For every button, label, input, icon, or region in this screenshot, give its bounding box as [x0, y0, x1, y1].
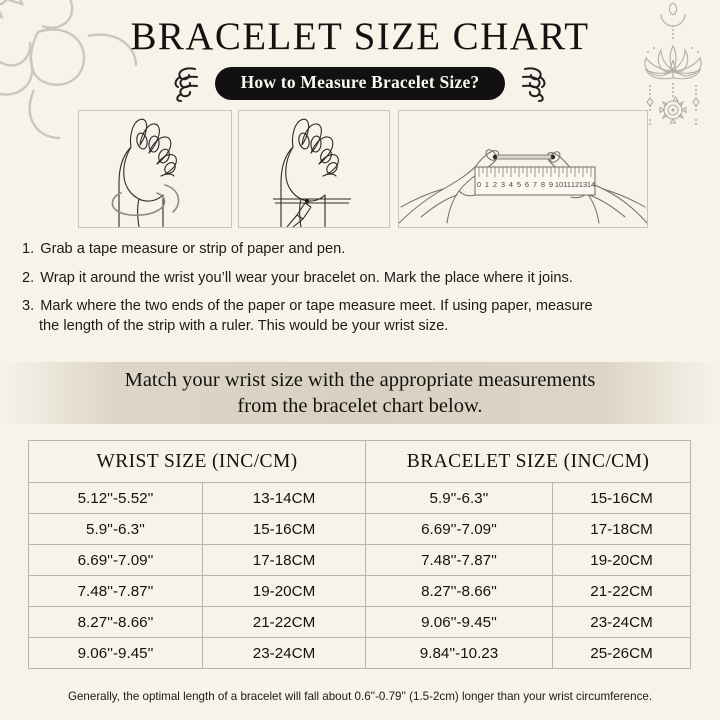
cell-wrist-cm: 13-14CM: [202, 482, 366, 514]
svg-text:14: 14: [587, 180, 595, 189]
table-header-row: WRIST SIZE (INC/CM) BRACELET SIZE (INC/C…: [28, 440, 692, 483]
step-item-3: 3. Mark where the two ends of the paper …: [22, 297, 702, 336]
cell-wrist-inches: 9.06''-9.45'': [28, 637, 203, 669]
svg-text:8: 8: [541, 180, 545, 189]
size-chart-table: WRIST SIZE (INC/CM) BRACELET SIZE (INC/C…: [28, 440, 692, 669]
cell-bracelet-cm: 17-18CM: [551, 513, 692, 545]
step-number: 2.: [22, 269, 35, 286]
svg-text:13: 13: [579, 180, 587, 189]
cell-bracelet-inches: 9.06''-9.45'': [365, 606, 553, 638]
step-item-2: 2. Wrap it around the wrist you’ll wear …: [22, 269, 702, 289]
svg-text:3: 3: [501, 180, 505, 189]
step-text: Grab a tape measure or strip of paper an…: [40, 241, 346, 257]
table-row: 7.48''-7.87'' 19-20CM 8.27''-8.66'' 21-2…: [28, 575, 692, 607]
svg-text:12: 12: [571, 180, 579, 189]
hands-measuring-strip-with-ruler-icon: 0 1 2 3 4 5 6 7 8 9 10 11 12 13 14: [399, 149, 647, 224]
svg-text:5: 5: [517, 180, 521, 189]
banner-line-1: Match your wrist size with the appropria…: [124, 368, 596, 391]
cell-bracelet-cm: 21-22CM: [551, 575, 692, 607]
cell-wrist-cm: 21-22CM: [202, 606, 366, 638]
svg-text:2: 2: [493, 180, 497, 189]
cell-bracelet-inches: 5.9''-6.3'': [365, 482, 553, 514]
step-number: 1.: [22, 241, 35, 257]
svg-text:0: 0: [477, 180, 481, 189]
flourish-left-icon: [174, 67, 198, 102]
cell-bracelet-cm: 23-24CM: [551, 606, 692, 638]
step-text: Mark where the two ends of the paper or …: [40, 298, 593, 315]
cell-wrist-cm: 23-24CM: [202, 637, 366, 669]
cell-bracelet-inches: 6.69''-7.09'': [365, 513, 553, 545]
step-text-continued: the length of the strip with a ruler. Th…: [39, 318, 449, 335]
cell-wrist-inches: 5.12''-5.52'': [28, 482, 203, 514]
flourish-right-icon: [522, 67, 546, 102]
svg-text:9: 9: [549, 180, 553, 189]
svg-text:1: 1: [485, 180, 489, 189]
column-header-wrist-size: WRIST SIZE (INC/CM): [28, 440, 366, 483]
step-number: 3.: [22, 298, 35, 315]
step-item-1: 1. Grab a tape measure or strip of paper…: [22, 240, 702, 260]
cell-bracelet-cm: 25-26CM: [551, 637, 692, 669]
svg-text:4: 4: [509, 180, 513, 189]
table-row: 5.12''-5.52'' 13-14CM 5.9''-6.3'' 15-16C…: [28, 482, 692, 514]
svg-text:10: 10: [555, 180, 563, 189]
badge-row: How to Measure Bracelet Size?: [0, 63, 720, 103]
illustration-panel-2: [238, 110, 390, 228]
banner-line-2: from the bracelet chart below.: [237, 395, 483, 417]
table-row: 5.9''-6.3'' 15-16CM 6.69''-7.09'' 17-18C…: [28, 513, 692, 545]
hand-with-tape-loop-icon: [111, 118, 180, 227]
how-to-measure-badge: How to Measure Bracelet Size?: [214, 66, 506, 100]
cell-bracelet-cm: 15-16CM: [551, 482, 692, 514]
cell-wrist-inches: 8.27''-8.66'': [28, 606, 203, 638]
match-size-banner: Match your wrist size with the appropria…: [0, 362, 720, 424]
cell-wrist-inches: 5.9''-6.3'': [28, 513, 203, 545]
footer-note: Generally, the optimal length of a brace…: [67, 690, 653, 703]
svg-text:6: 6: [525, 180, 529, 189]
column-header-bracelet-size: BRACELET SIZE (INC/CM): [364, 440, 692, 483]
measure-steps-list: 1. Grab a tape measure or strip of paper…: [22, 240, 702, 346]
svg-text:7: 7: [533, 180, 537, 189]
cell-wrist-inches: 6.69''-7.09'': [28, 544, 203, 576]
svg-text:11: 11: [563, 180, 571, 189]
table-row: 9.06''-9.45'' 23-24CM 9.84''-10.23 25-26…: [28, 637, 692, 669]
table-row: 6.69''-7.09'' 17-18CM 7.48''-7.87'' 19-2…: [28, 544, 692, 576]
cell-wrist-inches: 7.48''-7.87'': [28, 575, 203, 607]
cell-bracelet-inches: 9.84''-10.23: [365, 637, 553, 669]
cell-wrist-cm: 19-20CM: [202, 575, 366, 607]
illustration-panel-3: 0 1 2 3 4 5 6 7 8 9 10 11 12 13 14: [398, 110, 648, 228]
illustration-panels: 0 1 2 3 4 5 6 7 8 9 10 11 12 13 14: [0, 110, 720, 230]
cell-bracelet-cm: 19-20CM: [551, 544, 692, 576]
hand-marking-tape-with-pen-icon: [273, 118, 351, 227]
cell-wrist-cm: 15-16CM: [202, 513, 366, 545]
illustration-panel-1: [78, 110, 232, 228]
banner-text: Match your wrist size with the appropria…: [99, 367, 622, 419]
cell-bracelet-inches: 7.48''-7.87'': [365, 544, 553, 576]
cell-bracelet-inches: 8.27''-8.66'': [365, 575, 553, 607]
page-title: BRACELET SIZE CHART: [130, 15, 590, 58]
table-row: 8.27''-8.66'' 21-22CM 9.06''-9.45'' 23-2…: [28, 606, 692, 638]
step-text: Wrap it around the wrist you’ll wear you…: [40, 269, 573, 286]
cell-wrist-cm: 17-18CM: [202, 544, 366, 576]
